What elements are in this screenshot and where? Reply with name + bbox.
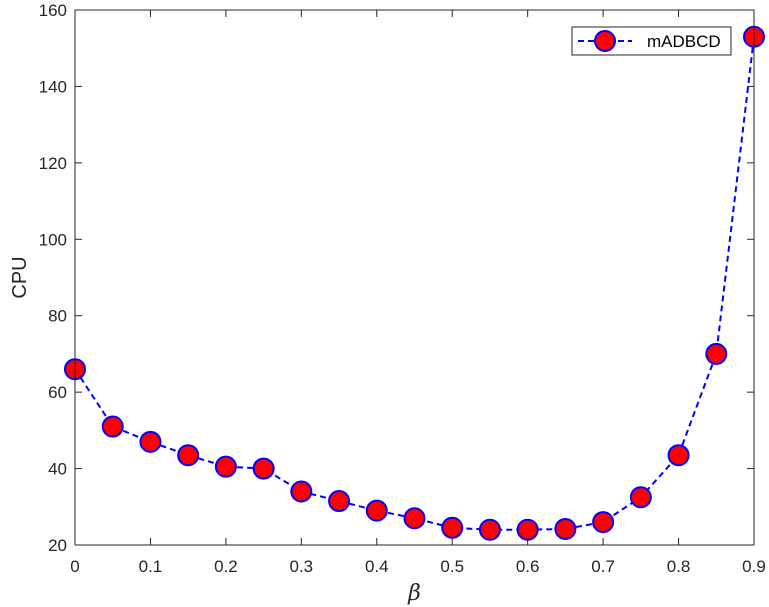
data-point bbox=[478, 518, 501, 541]
y-tick-label: 140 bbox=[39, 77, 67, 96]
y-axis-label: CPU bbox=[9, 256, 31, 298]
data-point bbox=[177, 444, 200, 467]
axes-box bbox=[74, 9, 755, 546]
x-tick-label: 0.1 bbox=[139, 557, 163, 576]
data-point bbox=[101, 415, 124, 438]
data-point bbox=[328, 490, 351, 513]
axes-layer: 0 0.1 0.2 0.3 0.4 0.5 0.6 0.7 0.8 0.9 20 40 60 80 100 1… bbox=[39, 1, 766, 576]
legend-entry-madbcd: mADBCD bbox=[647, 32, 721, 51]
data-point bbox=[667, 444, 690, 467]
x-axis-label: β bbox=[407, 581, 421, 606]
plot-area bbox=[75, 10, 754, 545]
x-tick-label: 0.3 bbox=[290, 557, 314, 576]
series-layer bbox=[64, 25, 765, 541]
data-point bbox=[252, 457, 275, 480]
y-tick-label: 80 bbox=[48, 307, 67, 326]
data-point bbox=[629, 486, 652, 509]
data-point bbox=[214, 455, 237, 478]
y-tick-label: 60 bbox=[48, 383, 67, 402]
x-tick-label: 0.6 bbox=[516, 557, 540, 576]
x-tick-label: 0.5 bbox=[440, 557, 464, 576]
data-point bbox=[705, 342, 728, 365]
y-tick-label: 20 bbox=[48, 536, 67, 555]
x-tick-label: 0.4 bbox=[365, 557, 389, 576]
x-tick-label: 0.2 bbox=[214, 557, 238, 576]
data-point bbox=[516, 518, 539, 541]
y-tick-label: 40 bbox=[48, 460, 67, 479]
data-point bbox=[365, 499, 388, 522]
x-tick-label: 0.8 bbox=[667, 557, 691, 576]
data-point bbox=[139, 430, 162, 453]
data-point bbox=[554, 517, 577, 540]
data-point bbox=[290, 480, 313, 503]
y-tick-label: 160 bbox=[39, 1, 67, 20]
data-point bbox=[441, 516, 464, 539]
legend: mADBCD bbox=[571, 26, 732, 56]
data-point bbox=[592, 511, 615, 534]
x-tick-label: 0 bbox=[70, 557, 79, 576]
legend-marker bbox=[594, 30, 616, 52]
x-tick-label: 0.9 bbox=[742, 557, 766, 576]
y-tick-label: 100 bbox=[39, 230, 67, 249]
data-point bbox=[403, 507, 426, 530]
x-tick-label: 0.7 bbox=[591, 557, 615, 576]
y-tick-label: 120 bbox=[39, 154, 67, 173]
